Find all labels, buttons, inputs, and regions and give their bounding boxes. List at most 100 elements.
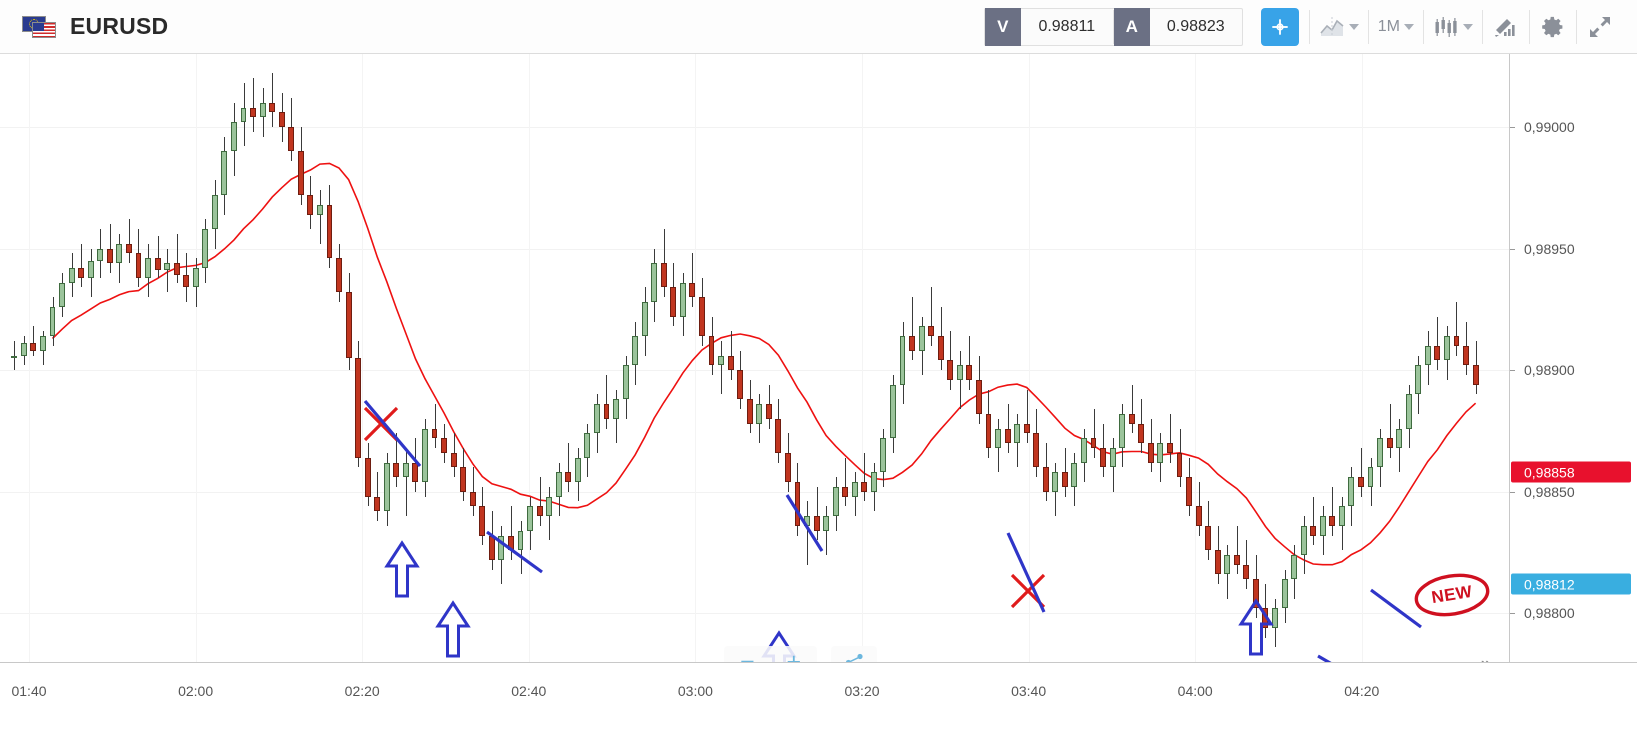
chart-type-dropdown[interactable] bbox=[1310, 0, 1368, 54]
blue-line-1[interactable] bbox=[363, 399, 422, 468]
candle-body bbox=[527, 506, 533, 531]
candle-body bbox=[861, 482, 868, 492]
blue-line-2[interactable] bbox=[486, 530, 543, 574]
blue-line-6[interactable] bbox=[1317, 654, 1375, 662]
divider bbox=[1576, 9, 1577, 44]
candle-body bbox=[832, 486, 839, 517]
candle-wick bbox=[406, 447, 407, 517]
candle-body bbox=[603, 404, 610, 419]
ask-tag: A bbox=[1113, 7, 1150, 46]
candle-wick bbox=[253, 78, 254, 132]
candlestick-series bbox=[0, 54, 1509, 662]
time-axis[interactable]: 01:40 02:00 02:20 02:40 03:00 03:20 03:40 04:00… bbox=[0, 662, 1637, 729]
last-price-badge: 0,98812 bbox=[1511, 573, 1631, 595]
bid-quote[interactable]: V 0.98811 bbox=[984, 7, 1113, 46]
header-right-tools: V 0.98811 A 0.98823 bbox=[983, 0, 1637, 54]
scroll-to-latest-button[interactable]: » bbox=[1468, 652, 1504, 662]
candle-wick bbox=[540, 477, 541, 526]
candle-style-dropdown[interactable] bbox=[1424, 0, 1482, 54]
candle-body bbox=[1434, 345, 1441, 361]
candle-body bbox=[1061, 472, 1068, 487]
candle-body bbox=[565, 472, 572, 483]
candle-body bbox=[1176, 452, 1183, 478]
blue-arrow-4[interactable] bbox=[1238, 598, 1274, 656]
candle-body bbox=[125, 243, 132, 254]
gridline-vertical bbox=[195, 54, 197, 662]
candle-body bbox=[1453, 336, 1460, 346]
candle-body bbox=[1377, 438, 1383, 468]
candle-wick bbox=[14, 340, 15, 371]
candle-body bbox=[966, 365, 973, 380]
candle-body bbox=[1424, 345, 1431, 366]
candle-body bbox=[1004, 428, 1011, 444]
candle-body bbox=[746, 399, 753, 424]
fullscreen-button[interactable] bbox=[1577, 0, 1623, 54]
indicators-button[interactable] bbox=[1483, 0, 1529, 54]
zoom-out-button[interactable]: − bbox=[739, 648, 755, 663]
candle-body bbox=[1205, 525, 1212, 551]
candle-body bbox=[956, 365, 963, 380]
time-tick-label: 04:20 bbox=[1344, 683, 1380, 699]
time-tick-label: 03:00 bbox=[677, 683, 713, 699]
share-button[interactable] bbox=[831, 646, 877, 662]
timeframe-dropdown[interactable]: 1M bbox=[1369, 0, 1423, 54]
candle-body bbox=[1252, 579, 1259, 609]
candle-body bbox=[1348, 477, 1355, 507]
time-tick-label: 04:00 bbox=[1177, 683, 1213, 699]
candle-body bbox=[679, 282, 686, 317]
candle-wick bbox=[1437, 316, 1438, 371]
candle-body bbox=[1367, 467, 1374, 487]
price-tick bbox=[1510, 613, 1515, 615]
candle-body bbox=[393, 462, 400, 478]
chart-plot-area[interactable]: NEW − + » bbox=[0, 54, 1509, 662]
candle-body bbox=[928, 326, 935, 337]
candle-body bbox=[1157, 443, 1164, 463]
candle-wick bbox=[320, 190, 321, 244]
candle-body bbox=[1300, 525, 1307, 555]
chart-header-toolbar: EURUSD V 0.98811 A 0.98823 bbox=[0, 0, 1637, 54]
candle-body bbox=[460, 467, 467, 492]
zoom-in-button[interactable]: + bbox=[786, 648, 802, 663]
candle-body bbox=[1310, 525, 1317, 536]
candle-body bbox=[49, 306, 56, 337]
blue-line-5[interactable] bbox=[1370, 588, 1422, 629]
candle-body bbox=[584, 433, 591, 458]
candle-body bbox=[211, 195, 218, 230]
candle-wick bbox=[1065, 447, 1066, 497]
gridline-horizontal bbox=[0, 613, 1509, 615]
symbol-block[interactable]: EURUSD bbox=[0, 13, 168, 40]
candle-body bbox=[469, 491, 476, 507]
gear-icon bbox=[1542, 16, 1563, 37]
drawing-annotations-layer[interactable] bbox=[0, 54, 1509, 662]
candle-body bbox=[345, 292, 352, 358]
ask-quote[interactable]: A 0.98823 bbox=[1113, 7, 1242, 46]
candle-body bbox=[1195, 506, 1202, 526]
blue-arrow-1[interactable] bbox=[384, 540, 420, 598]
candle-body bbox=[1463, 345, 1469, 366]
price-axis[interactable]: 0,99000 0,98950 0,98900 0,98850 0,98800 0,988… bbox=[1509, 54, 1637, 662]
candle-body bbox=[1358, 477, 1364, 487]
candle-body bbox=[651, 263, 658, 303]
candle-body bbox=[670, 287, 677, 317]
blue-line-3[interactable] bbox=[785, 494, 824, 552]
candle-body bbox=[269, 102, 276, 113]
chevron-down-icon bbox=[1348, 23, 1359, 30]
candle-body bbox=[422, 428, 428, 483]
settings-button[interactable] bbox=[1530, 0, 1576, 54]
divider bbox=[1308, 9, 1310, 44]
candle-body bbox=[192, 268, 199, 288]
time-tick-label: 03:20 bbox=[844, 683, 880, 699]
candle-body bbox=[851, 482, 858, 497]
candle-body bbox=[890, 384, 896, 439]
crosshair-tool-button[interactable] bbox=[1260, 7, 1299, 46]
candle-wick bbox=[81, 243, 82, 288]
candle-wick bbox=[912, 297, 913, 361]
blue-arrow-2[interactable] bbox=[435, 600, 471, 658]
candle-body bbox=[985, 413, 992, 448]
moving-average-overlay bbox=[51, 162, 1477, 566]
candle-body bbox=[641, 302, 648, 337]
candle-body bbox=[135, 253, 142, 278]
blue-line-4[interactable] bbox=[1006, 532, 1046, 613]
quote-group: V 0.98811 A 0.98823 bbox=[983, 7, 1243, 46]
